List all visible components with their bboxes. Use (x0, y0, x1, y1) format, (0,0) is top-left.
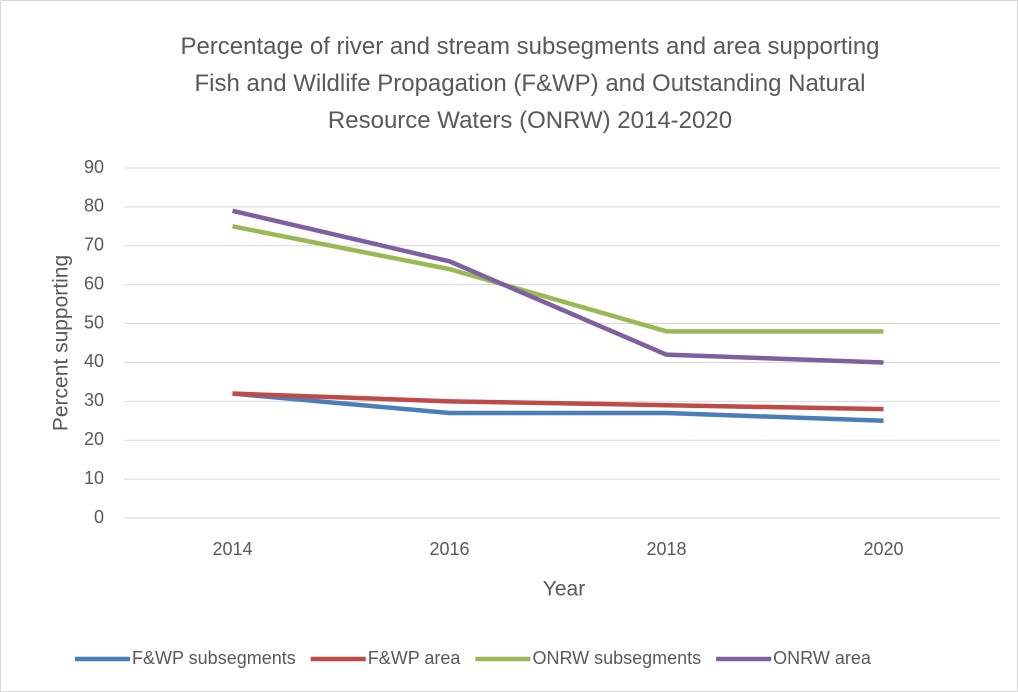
x-axis-title: Year (543, 578, 585, 601)
y-tick-label: 10 (84, 468, 104, 488)
chart-title: Percentage of river and stream subsegmen… (180, 33, 880, 134)
y-tick-label: 0 (94, 507, 104, 527)
x-tick-label: 2014 (212, 539, 252, 559)
y-tick-label: 60 (84, 273, 104, 293)
x-tick-label: 2020 (863, 539, 903, 559)
legend-label: ONRW subsegments (532, 648, 701, 668)
y-tick-label: 90 (84, 157, 104, 177)
series-line (232, 391, 884, 424)
legend-label: ONRW area (773, 648, 872, 668)
series-line (232, 224, 884, 334)
y-axis-title: Percent supporting (50, 255, 73, 431)
x-tick-label: 2018 (646, 539, 686, 559)
y-tick-label: 50 (84, 312, 104, 332)
y-tick-label: 40 (84, 351, 104, 371)
legend-label: F&WP subsegments (132, 648, 296, 668)
y-tick-label: 30 (84, 390, 104, 410)
y-tick-label: 20 (84, 429, 104, 449)
legend-label: F&WP area (368, 648, 462, 668)
y-tick-label: 80 (84, 196, 104, 216)
series-line (232, 391, 884, 412)
y-tick-label: 70 (84, 235, 104, 255)
series-line (231, 208, 884, 365)
x-tick-label: 2016 (429, 539, 469, 559)
